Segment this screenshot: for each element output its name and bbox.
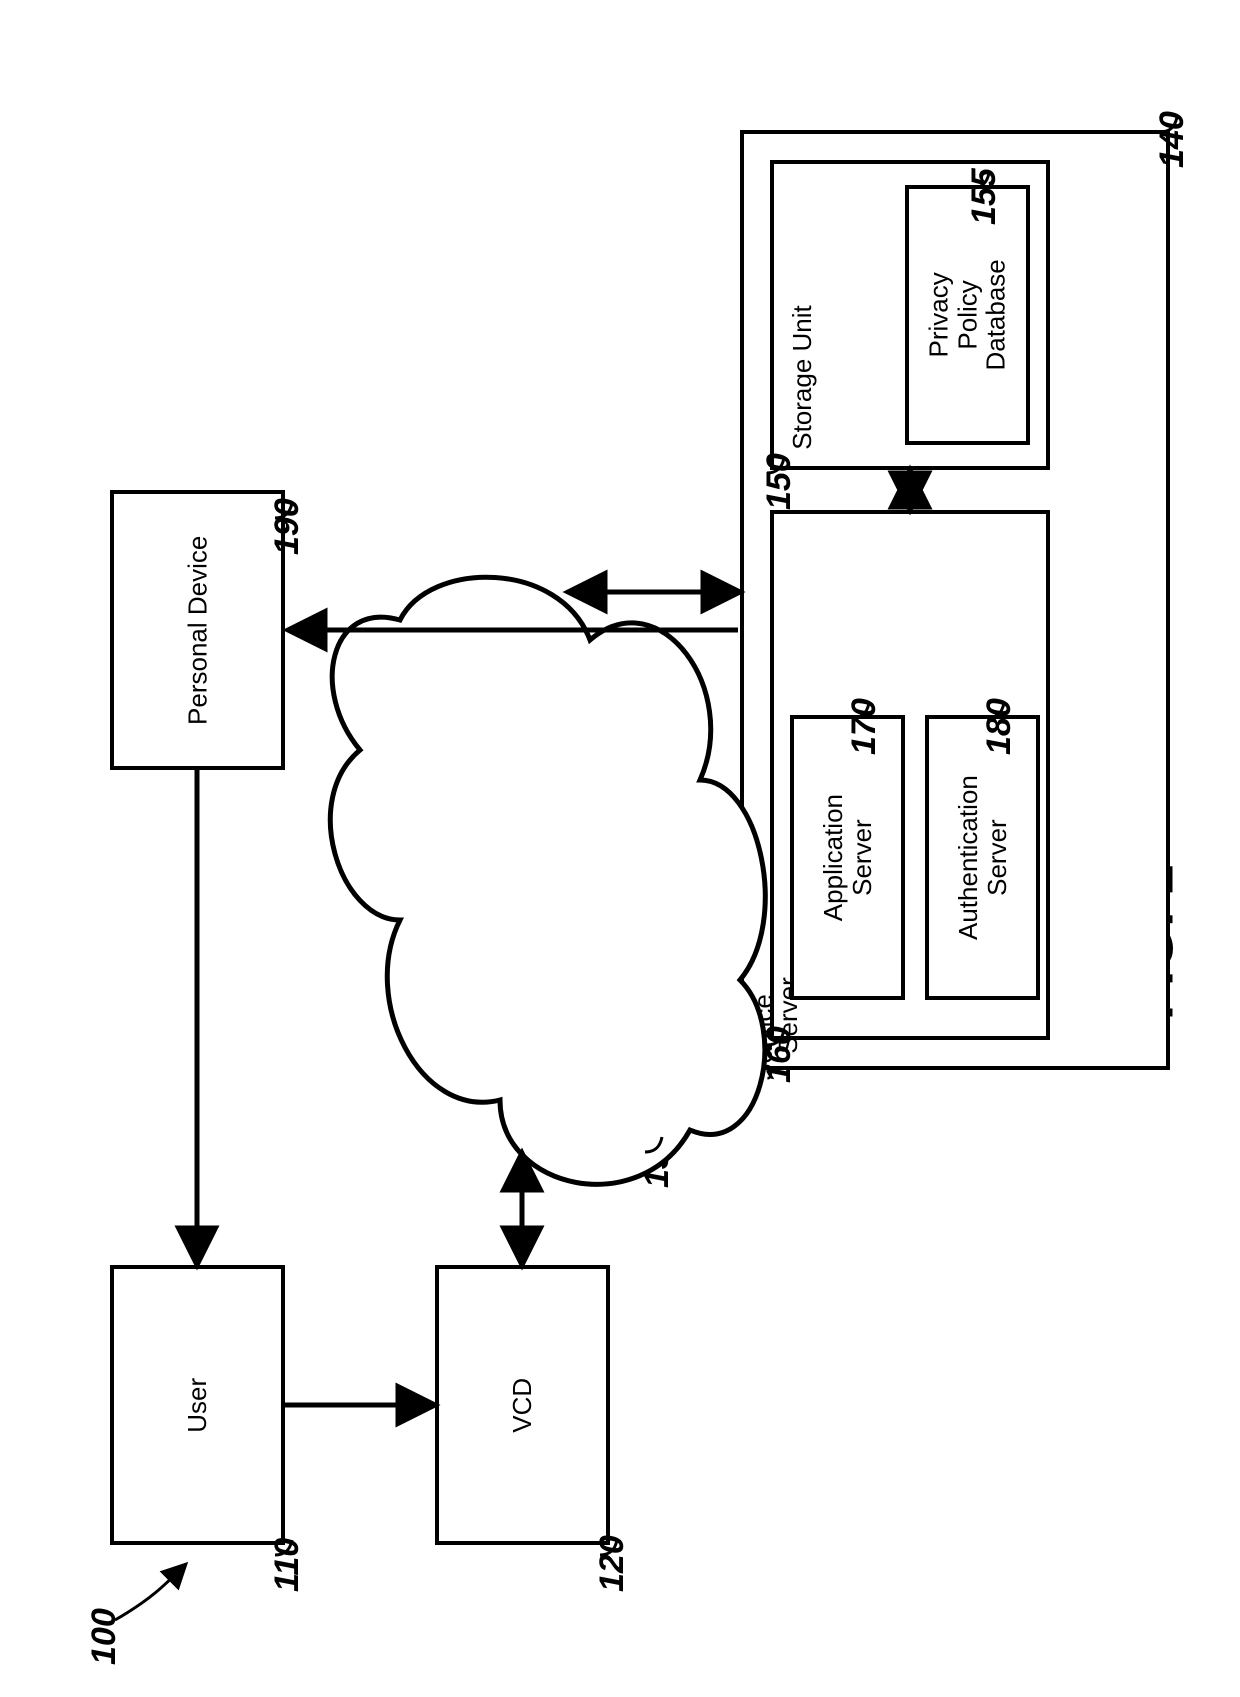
node-app-server-label: Application Server bbox=[819, 794, 876, 921]
node-storage-label: Storage Unit bbox=[787, 305, 818, 450]
node-privacy-label: Privacy Policy Database bbox=[925, 257, 1011, 374]
diagram-stage: 100 FIG. 1 User 110 VCD 120 Communicatio… bbox=[0, 0, 1240, 1697]
ref-storage: 150 bbox=[760, 453, 799, 510]
node-personal-device: Personal Device bbox=[110, 490, 285, 770]
ref-server: 160 bbox=[760, 1026, 799, 1083]
leader-100 bbox=[115, 1565, 185, 1620]
ref-app-server: 170 bbox=[845, 698, 884, 755]
node-personal-device-label: Personal Device bbox=[183, 535, 212, 724]
node-user-label: User bbox=[183, 1378, 212, 1433]
node-vcd: VCD bbox=[435, 1265, 610, 1545]
ref-personal-device: 190 bbox=[268, 498, 307, 555]
ref-auth-server: 180 bbox=[980, 698, 1019, 755]
ref-user: 110 bbox=[268, 1538, 307, 1592]
ref-privacy: 155 bbox=[965, 168, 1004, 225]
node-auth-server: Authentication Server bbox=[925, 715, 1040, 1000]
ref-service: 140 bbox=[1153, 111, 1192, 168]
node-comms-label: Communications Network bbox=[520, 840, 580, 1040]
node-app-server: Application Server bbox=[790, 715, 905, 1000]
node-vcd-label: VCD bbox=[508, 1378, 537, 1433]
node-auth-server-label: Authentication Server bbox=[954, 775, 1011, 940]
node-user: User bbox=[110, 1265, 285, 1545]
ref-vcd: 120 bbox=[593, 1535, 632, 1592]
ref-overall: 100 bbox=[85, 1608, 124, 1665]
ref-comms: 130 bbox=[638, 1131, 677, 1188]
